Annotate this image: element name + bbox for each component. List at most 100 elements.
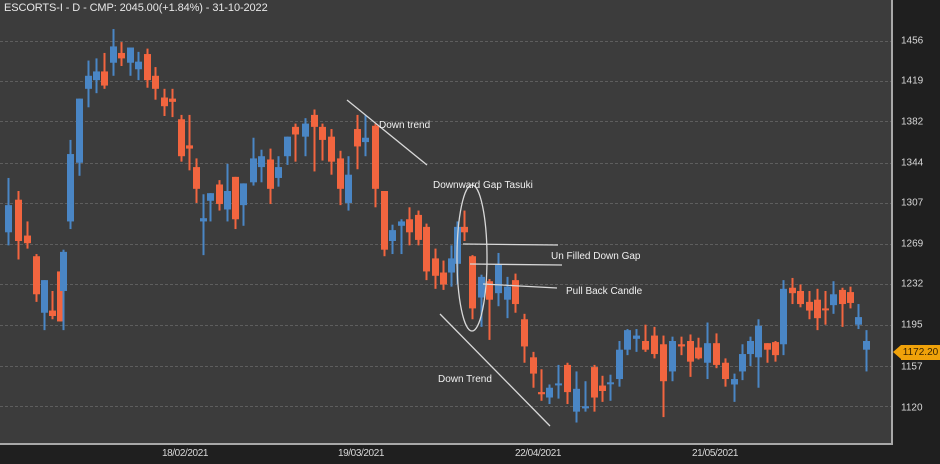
annotation-downward-gap-tasuki: Downward Gap Tasuki	[433, 180, 533, 191]
bull-candle	[616, 349, 623, 380]
bear-candle	[461, 226, 468, 233]
current-price-label: 1172.20	[901, 345, 940, 360]
bear-candle	[101, 71, 108, 86]
bear-candle	[789, 287, 796, 294]
y-tick-1120: 1120	[901, 402, 923, 414]
y-tick-1195: 1195	[901, 319, 923, 331]
bull-candle	[67, 154, 74, 222]
bull-candle	[755, 325, 762, 358]
bull-candle	[731, 379, 738, 385]
bull-candle	[284, 136, 291, 157]
bull-candle	[258, 156, 265, 168]
chart-title: ESCORTS-I - D - CMP: 2045.00(+1.84%) - 3…	[4, 2, 268, 14]
bull-candle	[633, 335, 640, 339]
bear-candle	[161, 97, 168, 107]
bear-candle	[15, 199, 22, 241]
y-tick-1157: 1157	[901, 361, 923, 373]
bear-candle	[847, 292, 854, 303]
bear-candle	[713, 343, 720, 365]
bear-candle	[822, 308, 829, 311]
bull-candle	[669, 341, 676, 372]
bull-candle	[830, 294, 837, 306]
annotation-down-trend-lower: Down Trend	[438, 374, 492, 385]
bear-candle	[57, 271, 64, 322]
y-tick-1382: 1382	[901, 116, 924, 128]
bull-candle	[573, 388, 580, 412]
bull-candle	[93, 71, 100, 81]
bear-candle	[651, 335, 658, 355]
bull-candle	[607, 382, 614, 385]
bull-candle	[747, 341, 754, 355]
bear-candle	[406, 219, 413, 233]
trendline-upper	[346, 99, 428, 166]
bull-candle	[855, 317, 862, 325]
bull-candle	[135, 61, 142, 70]
bear-candle	[311, 114, 318, 127]
bear-candle	[216, 184, 223, 205]
bear-candle	[642, 341, 649, 350]
price-tag-arrow-icon	[893, 345, 901, 359]
bear-candle	[695, 347, 702, 359]
bear-candle	[591, 367, 598, 398]
bull-candle	[398, 221, 405, 226]
bear-candle	[415, 214, 422, 240]
bull-candle	[302, 123, 309, 137]
bull-candle	[250, 158, 257, 183]
bull-candle	[780, 288, 787, 345]
bear-candle	[599, 385, 606, 391]
bear-candle	[193, 167, 200, 189]
bear-candle	[469, 256, 476, 309]
bull-candle	[739, 354, 746, 372]
bull-candle	[60, 251, 67, 291]
bear-candle	[381, 191, 388, 250]
bull-candle	[582, 406, 589, 409]
bear-candle	[530, 357, 537, 374]
y-tick-1344: 1344	[901, 157, 924, 169]
bear-candle	[267, 159, 274, 189]
bear-candle	[660, 344, 667, 382]
bear-candle	[839, 289, 846, 305]
bear-candle	[772, 342, 779, 356]
annotation-pull-back-candle: Pull Back Candle	[566, 286, 643, 297]
bull-candle	[704, 343, 711, 363]
bear-candle	[328, 136, 335, 162]
x-tick-22-04-2021: 22/04/2021	[514, 448, 562, 459]
bear-candle	[521, 319, 528, 347]
bull-candle	[863, 341, 870, 350]
bull-candle	[478, 276, 485, 298]
gap-line-lower	[469, 263, 563, 266]
bull-candle	[200, 218, 207, 222]
bear-candle	[152, 75, 159, 89]
bull-candle	[110, 46, 117, 63]
bear-candle	[564, 364, 571, 393]
bear-candle	[806, 301, 813, 311]
bear-candle	[722, 362, 729, 380]
bear-candle	[538, 392, 545, 395]
bull-candle	[5, 205, 12, 233]
bull-candle	[41, 280, 48, 313]
bear-candle	[440, 272, 447, 285]
bear-candle	[24, 235, 31, 244]
bull-candle	[85, 75, 92, 89]
trendline-lower	[439, 313, 551, 427]
bull-candle	[275, 167, 282, 178]
bear-candle	[372, 125, 379, 189]
bear-candle	[232, 176, 239, 220]
bear-candle	[354, 129, 361, 147]
bear-candle	[144, 54, 151, 81]
bull-candle	[504, 286, 511, 300]
gap-line-upper	[462, 243, 559, 246]
bull-candle	[555, 383, 562, 386]
price-axis[interactable]	[893, 0, 940, 464]
bear-candle	[337, 158, 344, 189]
current-price-tag: 1172.20	[893, 345, 940, 360]
bear-candle	[678, 344, 685, 347]
bear-candle	[169, 98, 176, 102]
bear-candle	[814, 299, 821, 319]
bull-candle	[240, 183, 247, 206]
bull-candle	[448, 258, 455, 273]
pullback-line	[482, 283, 558, 289]
bear-candle	[687, 341, 694, 362]
bear-candle	[797, 291, 804, 305]
bull-candle	[127, 47, 134, 63]
